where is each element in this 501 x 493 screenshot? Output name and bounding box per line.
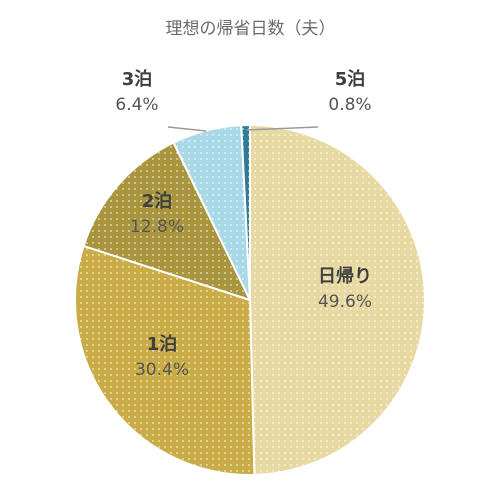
leader-line-4 <box>167 126 207 132</box>
slice-label-2: 1泊 <box>147 334 178 355</box>
pie-slice-texture-4 <box>173 125 250 300</box>
pie-slice-texture-5 <box>241 125 250 300</box>
slice-value-4: 6.4% <box>115 95 158 115</box>
slice-value-5: 0.8% <box>328 95 371 115</box>
pie-slice-texture-1 <box>250 125 425 475</box>
slice-label-5: 5泊 <box>335 69 366 90</box>
slice-label-4: 3泊 <box>122 69 153 90</box>
slice-value-3: 12.8% <box>130 217 184 237</box>
pie-slice-texture-2 <box>74 245 255 475</box>
leader-line-5 <box>245 126 319 131</box>
pie-slice-texture-3 <box>83 142 250 300</box>
slice-value-1: 49.6% <box>318 292 372 312</box>
slice-value-2: 30.4% <box>135 360 189 380</box>
slice-label-1: 日帰り <box>318 266 372 287</box>
chart-title: 理想の帰省日数（夫） <box>165 19 336 39</box>
slice-label-3: 2泊 <box>142 191 173 212</box>
